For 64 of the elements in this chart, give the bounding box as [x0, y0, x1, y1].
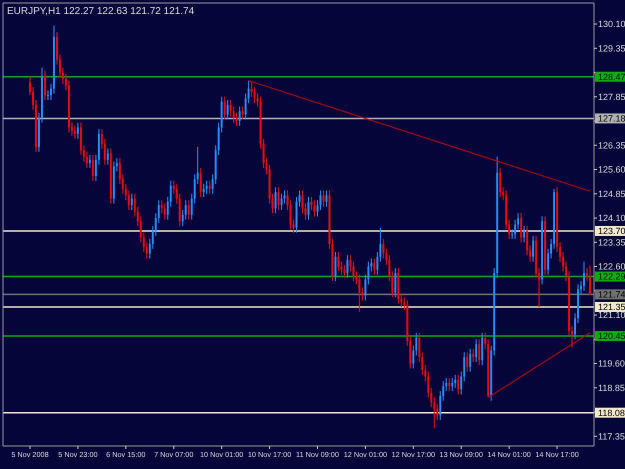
candlestick — [346, 254, 348, 278]
y-tick-label: 126.35 — [598, 140, 625, 150]
candlestick — [532, 235, 534, 262]
y-tick-label: 125.60 — [598, 164, 625, 175]
candlestick — [478, 338, 480, 366]
ref-line-label: 120.45 — [598, 331, 625, 342]
candlestick — [373, 258, 376, 276]
y-tick-label: 121.10 — [598, 310, 625, 320]
candlestick — [358, 274, 360, 312]
chart-title: EURJPY,H1 122.27 122.63 121.72 121.74 — [7, 6, 195, 17]
candlestick — [469, 348, 472, 372]
candlestick — [76, 122, 79, 140]
candlestick — [343, 264, 346, 278]
candlestick — [322, 190, 324, 208]
ref-line-label: 122.29 — [598, 272, 625, 282]
candlestick — [188, 200, 190, 220]
ref-line-label: 127.18 — [598, 114, 625, 124]
candlestick — [325, 190, 328, 208]
candlestick — [206, 180, 208, 194]
candlestick — [475, 338, 478, 362]
candlestick — [481, 332, 484, 366]
y-tick-label: 123.35 — [598, 237, 625, 248]
candlestick — [520, 212, 522, 243]
candlestick — [394, 268, 396, 298]
candlestick — [74, 125, 76, 140]
candlestick — [308, 196, 310, 220]
candlestick — [88, 154, 91, 168]
candlestick — [130, 193, 133, 210]
candlestick — [280, 193, 283, 210]
y-tick-label: 119.60 — [598, 358, 625, 369]
candlestick — [523, 226, 526, 243]
y-tick-label: 122.60 — [598, 262, 625, 272]
candlestick — [238, 106, 241, 126]
candlestick — [337, 251, 340, 272]
candlestick — [92, 154, 94, 182]
candlestick — [472, 348, 474, 362]
y-tick-label: 127.85 — [598, 92, 625, 102]
candlestick — [274, 186, 277, 214]
y-tick-label: 129.35 — [598, 43, 625, 54]
candlestick — [499, 167, 502, 198]
candlestick — [466, 352, 468, 372]
candlestick — [278, 186, 280, 210]
y-tick-label: 118.85 — [598, 382, 625, 393]
candlestick — [202, 184, 205, 198]
candlestick — [208, 180, 211, 194]
candlestick — [589, 265, 591, 296]
candlestick — [334, 251, 336, 282]
ref-line-label: 123.70 — [598, 226, 625, 236]
candlestick — [314, 200, 316, 217]
candlestick — [242, 106, 244, 120]
y-tick-label: 124.10 — [598, 213, 625, 224]
candlestick — [583, 261, 585, 292]
candlestick — [224, 96, 226, 120]
candlestick — [44, 70, 46, 101]
ref-line-label: 128.47 — [598, 72, 625, 82]
candlestick — [106, 148, 109, 166]
ref-line-label: 121.35 — [598, 302, 625, 312]
y-tick-label: 130.10 — [598, 19, 625, 30]
ref-line-label: 121.74 — [598, 289, 625, 300]
candlestick — [200, 167, 202, 198]
y-tick-label: 117.35 — [598, 431, 625, 442]
candlestick — [226, 100, 229, 120]
y-tick-label: 124.85 — [598, 188, 625, 199]
ref-line-label: 118.08 — [598, 408, 625, 418]
